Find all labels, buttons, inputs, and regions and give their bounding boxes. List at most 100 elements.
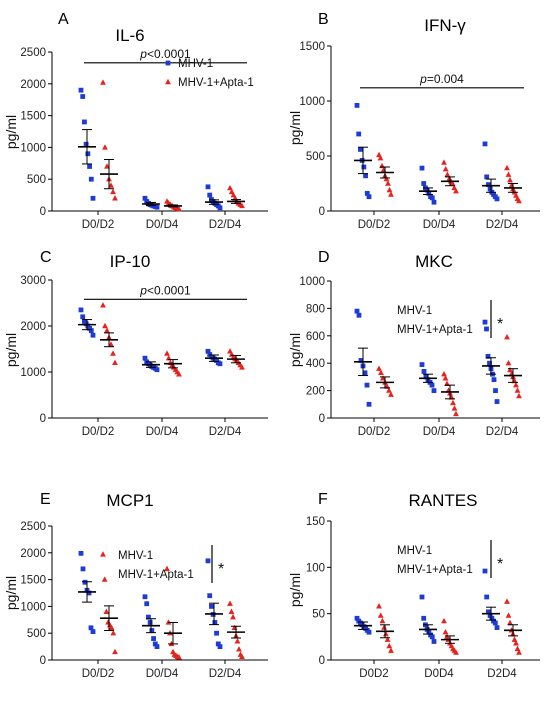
- data-point-mhv1-apta1: [505, 171, 512, 177]
- data-point-mhv1: [421, 181, 427, 186]
- y-tick-label: 2000: [20, 321, 46, 333]
- panel-a: A IL-6 pg/ml 0 500 1000 1500 2000 2500 D0/D2 D0/D4…: [3, 11, 268, 231]
- y-axis-label: pg/ml: [287, 111, 303, 145]
- data-point-mhv1: [151, 636, 156, 641]
- data-point-mhv1-apta1: [101, 576, 108, 582]
- data-point-mhv1: [90, 332, 96, 338]
- data-point-mhv1: [358, 358, 364, 363]
- data-point-mhv1-apta1: [100, 302, 106, 308]
- data-point-mhv1: [484, 594, 490, 600]
- panel-title: RANTES: [409, 491, 478, 510]
- data-point-mhv1: [484, 174, 490, 180]
- panel-e: E MCP1 pg/ml 0 500 1000 1500 2000 2500 D0/D2 D0/D4…: [3, 491, 268, 680]
- y-tick-label: 1000: [299, 276, 325, 288]
- p-value-label: p<0.0001: [139, 283, 191, 297]
- data-point-mhv1-apta1: [450, 399, 456, 406]
- y-axis-label: pg/ml: [287, 573, 303, 607]
- legend-marker-mhv1-apta1: [165, 78, 171, 85]
- data-point-mhv1: [486, 182, 491, 187]
- data-point-mhv1: [88, 625, 94, 631]
- x-tick-label: D0/D2: [358, 426, 391, 438]
- data-point-mhv1: [354, 103, 360, 108]
- data-point-mhv1: [486, 609, 491, 615]
- data-point-mhv1: [215, 641, 221, 647]
- data-point-mhv1: [209, 604, 214, 609]
- data-point-mhv1-apta1: [453, 649, 459, 655]
- data-point-mhv1-apta1: [376, 603, 382, 609]
- p-value-label: p=0.004: [419, 72, 464, 86]
- y-axis-label: pg/ml: [3, 115, 19, 149]
- data-point-mhv1-apta1: [381, 624, 388, 630]
- data-point-mhv1-apta1: [444, 380, 450, 386]
- data-point-mhv1: [207, 593, 213, 599]
- panel-label: E: [40, 491, 51, 508]
- y-tick-label: 50: [312, 609, 325, 621]
- p-value-label: p<0.0001: [139, 47, 191, 61]
- data-point-mhv1-apta1: [444, 171, 451, 177]
- data-point-mhv1: [423, 374, 429, 380]
- data-point-mhv1-apta1: [377, 155, 384, 161]
- data-point-mhv1-apta1: [230, 613, 236, 620]
- legend-label: MHV-1+Apta-1: [397, 324, 473, 336]
- data-point-mhv1: [154, 204, 160, 210]
- data-point-mhv1: [431, 388, 437, 393]
- legend-label: MHV-1+Apta-1: [118, 569, 194, 581]
- data-point-mhv1: [356, 131, 362, 137]
- data-point-mhv1-apta1: [102, 144, 108, 150]
- legend-label: MHV-1: [178, 58, 213, 70]
- data-point-mhv1-apta1: [516, 649, 522, 655]
- data-point-mhv1-apta1: [112, 359, 118, 365]
- data-point-mhv1: [366, 194, 372, 200]
- data-point-mhv1-apta1: [388, 391, 394, 397]
- data-point-mhv1-apta1: [110, 350, 116, 356]
- data-point-mhv1-apta1: [453, 410, 459, 417]
- panel-label: D: [318, 249, 330, 266]
- data-point-mhv1-apta1: [507, 177, 513, 183]
- data-point-mhv1: [78, 550, 84, 556]
- data-point-mhv1: [205, 558, 211, 564]
- y-tick-label: 1500: [20, 575, 46, 587]
- data-point-mhv1: [364, 382, 370, 388]
- data-point-mhv1: [154, 367, 160, 373]
- legend-label: MHV-1: [397, 305, 432, 317]
- y-tick-label: 1500: [299, 41, 325, 53]
- data-point-mhv1: [78, 307, 84, 313]
- panel-label: F: [318, 491, 328, 508]
- data-point-mhv1-apta1: [453, 188, 459, 194]
- data-point-mhv1: [429, 382, 435, 388]
- data-point-mhv1-apta1: [505, 360, 512, 366]
- x-tick-label: D0/D4: [423, 426, 456, 438]
- x-tick-label: D0/D2: [82, 219, 115, 231]
- y-axis-label: pg/ml: [3, 576, 19, 610]
- data-point-mhv1: [364, 191, 370, 196]
- panel-title: IP-10: [110, 252, 151, 271]
- data-point-mhv1: [363, 173, 368, 179]
- data-point-mhv1: [429, 195, 435, 201]
- data-point-mhv1-apta1: [442, 629, 449, 635]
- y-tick-label: 1500: [20, 111, 46, 123]
- data-point-mhv1-apta1: [239, 202, 245, 209]
- x-tick-label: D2D4: [487, 668, 517, 680]
- y-tick-label: 3000: [20, 275, 46, 287]
- data-point-mhv1: [88, 176, 94, 182]
- x-tick-label: D0/D2: [82, 426, 115, 438]
- data-point-mhv1: [147, 620, 153, 625]
- data-point-mhv1: [419, 362, 425, 367]
- data-point-mhv1: [205, 348, 211, 354]
- data-point-mhv1: [82, 119, 87, 125]
- panel-d: D MKC pg/ml 0 200 400 600 800 1000 D0/D2 D0/D4 D2/D…: [287, 249, 540, 438]
- data-point-mhv1-apta1: [110, 188, 116, 195]
- y-tick-label: 400: [306, 358, 325, 370]
- data-point-mhv1-apta1: [386, 642, 393, 649]
- data-point-mhv1-apta1: [102, 322, 108, 329]
- legend-marker-mhv1: [165, 60, 171, 66]
- y-tick-label: 2500: [20, 521, 46, 533]
- data-point-mhv1: [87, 164, 92, 169]
- data-point-mhv1-apta1: [104, 327, 110, 333]
- data-point-mhv1-apta1: [108, 182, 114, 188]
- data-point-mhv1-apta1: [165, 355, 172, 361]
- data-point-mhv1: [482, 141, 488, 147]
- data-point-mhv1-apta1: [504, 598, 510, 604]
- data-point-mhv1-apta1: [384, 383, 390, 389]
- data-point-mhv1: [426, 629, 432, 635]
